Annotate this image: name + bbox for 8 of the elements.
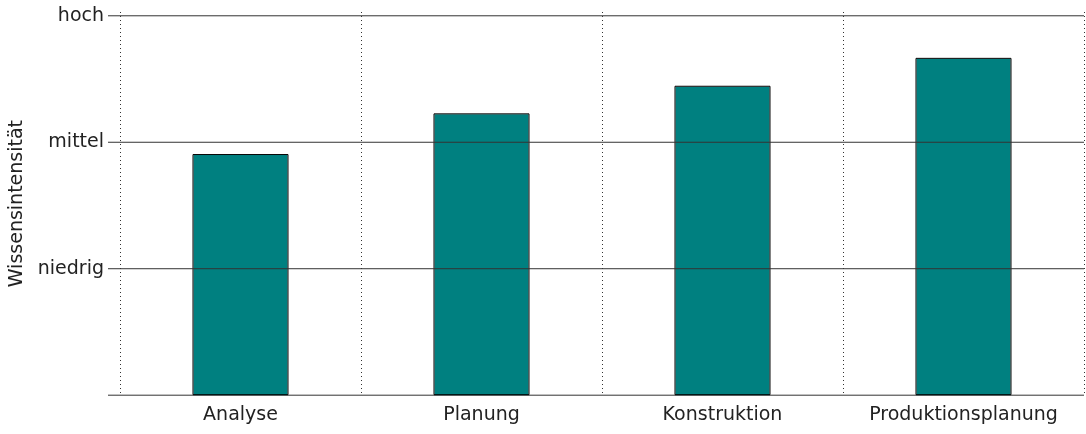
- ref-line-label: hoch: [57, 2, 104, 25]
- ref-line-label: niedrig: [37, 255, 104, 278]
- x-tick-label: Konstruktion: [662, 401, 783, 424]
- x-tick-label: Planung: [443, 401, 520, 424]
- ref-line-label: mittel: [48, 129, 104, 152]
- x-tick-label: Produktionsplanung: [869, 401, 1058, 424]
- y-axis-title: Wissensintensität: [4, 119, 27, 288]
- x-tick-label: Analyse: [203, 401, 278, 424]
